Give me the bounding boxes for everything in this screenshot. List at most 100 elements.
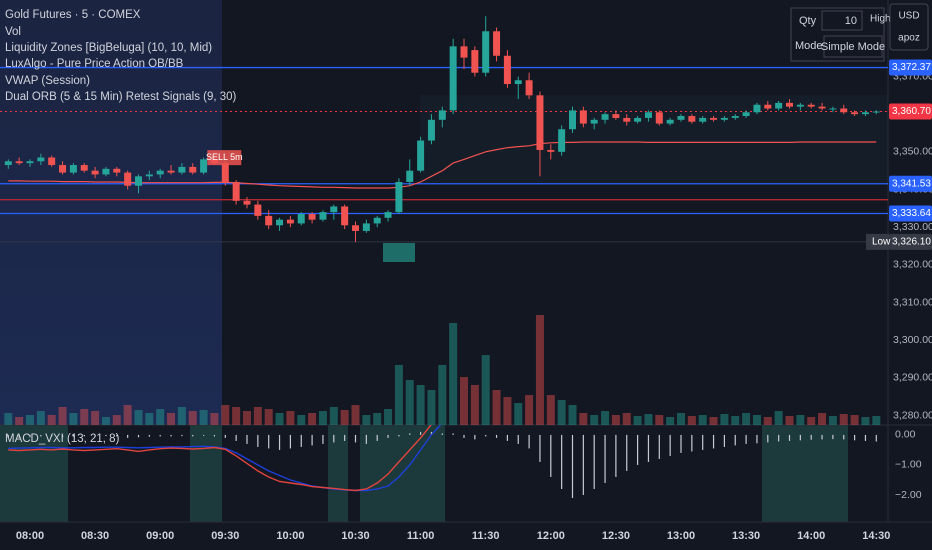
candle-body	[590, 119, 598, 124]
currency-frame[interactable]	[889, 3, 929, 51]
indicator: Dual ORB (5 & 15 Min) Retest Signals (9,…	[5, 91, 237, 103]
currency-box[interactable]: USD apoz	[889, 3, 929, 51]
volume-bar	[774, 411, 783, 425]
mode-value[interactable]: Simple Mode	[821, 41, 885, 53]
volume-bar	[188, 411, 197, 425]
volume-bar	[709, 417, 718, 425]
y-tick-label: 3,280.00	[893, 409, 932, 421]
x-tick-label: 10:00	[276, 530, 304, 542]
volume-bar	[677, 413, 685, 425]
volume-bar	[785, 416, 794, 425]
candle-body	[200, 159, 208, 173]
volume-bar	[514, 403, 523, 425]
candle-body	[395, 181, 403, 213]
volume-bar	[807, 417, 816, 425]
volume-bar	[373, 413, 382, 425]
y-tick-label: 3,350.00	[893, 146, 932, 158]
volume-bar	[308, 413, 317, 425]
indicator: VWAP (Session)	[5, 75, 90, 87]
candle-body	[384, 212, 392, 218]
volume-bar	[438, 365, 447, 425]
volume-bar	[687, 416, 696, 425]
candle-body	[710, 117, 718, 120]
candle-body	[265, 215, 273, 226]
candle-body	[189, 166, 197, 173]
candle-body	[427, 119, 435, 141]
candle-body	[655, 112, 663, 124]
candle-body	[102, 168, 110, 175]
candle-body	[254, 204, 262, 216]
candle-body	[449, 46, 457, 111]
volume-bar	[243, 411, 251, 425]
level-label: 3,326.10	[892, 237, 931, 248]
macd-title: MACD_VXI (13, 21, 8)	[5, 433, 120, 445]
volume-bar	[123, 405, 132, 425]
candle-body	[113, 168, 121, 173]
candle-body	[308, 214, 316, 220]
volume-bar	[145, 413, 154, 425]
volume-bar	[470, 385, 479, 425]
x-tick-label: 14:30	[862, 530, 890, 542]
level-tag	[889, 175, 932, 192]
volume-bar	[101, 417, 110, 425]
buy-tag	[383, 243, 415, 262]
candle-body	[807, 104, 815, 107]
price-pane: SELL 5m	[0, 16, 888, 425]
candle-body	[536, 95, 544, 150]
candle-body	[276, 219, 284, 226]
volume-bar	[698, 415, 707, 425]
volume-bar	[481, 355, 490, 425]
level-name: Low	[872, 237, 891, 248]
candle-body	[720, 117, 728, 120]
level-tag	[889, 59, 932, 76]
candle-body	[634, 117, 642, 122]
volume-bar	[275, 413, 284, 425]
volume-bar	[557, 400, 566, 425]
candle-body	[861, 112, 869, 115]
zone	[762, 425, 848, 522]
liquidity-zone	[420, 95, 888, 185]
macd-tick-label: −1.00	[895, 459, 922, 471]
volume-bar	[221, 405, 230, 425]
volume-bar	[362, 415, 371, 425]
candle-body	[482, 31, 490, 73]
candle-body	[319, 212, 327, 220]
candle-body	[37, 157, 45, 162]
candle-body	[460, 46, 468, 58]
volume-bar	[535, 315, 544, 425]
volume-bar	[720, 414, 729, 425]
qty-input[interactable]	[821, 10, 863, 31]
candle-body	[775, 102, 783, 109]
candle-body	[514, 80, 522, 85]
volume-bar	[69, 413, 78, 425]
high-label: High	[870, 14, 891, 25]
volume-bar	[340, 410, 349, 425]
volume-bar	[655, 415, 664, 425]
candle-body	[59, 165, 67, 173]
mode-select[interactable]	[823, 35, 883, 58]
user[interactable]: apoz	[898, 33, 920, 44]
candle-body	[623, 117, 631, 122]
candle-body	[330, 206, 338, 213]
qty-value[interactable]: 10	[845, 15, 857, 27]
indicator: LuxAlgo - Pure Price Action OB/BB	[5, 58, 184, 70]
volume-bar	[91, 411, 100, 425]
candle-body	[493, 31, 501, 56]
y-tick-label: 3,290.00	[893, 372, 932, 384]
candle-body	[341, 206, 349, 226]
x-tick-label: 11:30	[472, 530, 500, 542]
currency[interactable]: USD	[898, 11, 919, 22]
candle-body	[15, 161, 23, 164]
x-tick-label: 12:00	[537, 530, 565, 542]
volume-bar	[601, 411, 610, 425]
candle-body	[145, 174, 153, 177]
candle-body	[829, 108, 837, 110]
level-label: 3,333.64	[892, 208, 931, 219]
candle-body	[232, 181, 240, 201]
volume-bar	[318, 411, 327, 425]
volume-bar	[503, 397, 512, 425]
level-tag	[889, 205, 932, 222]
indicator: Liquidity Zones [BigBeluga] (10, 10, Mid…	[5, 42, 212, 54]
candle-body	[243, 200, 251, 205]
